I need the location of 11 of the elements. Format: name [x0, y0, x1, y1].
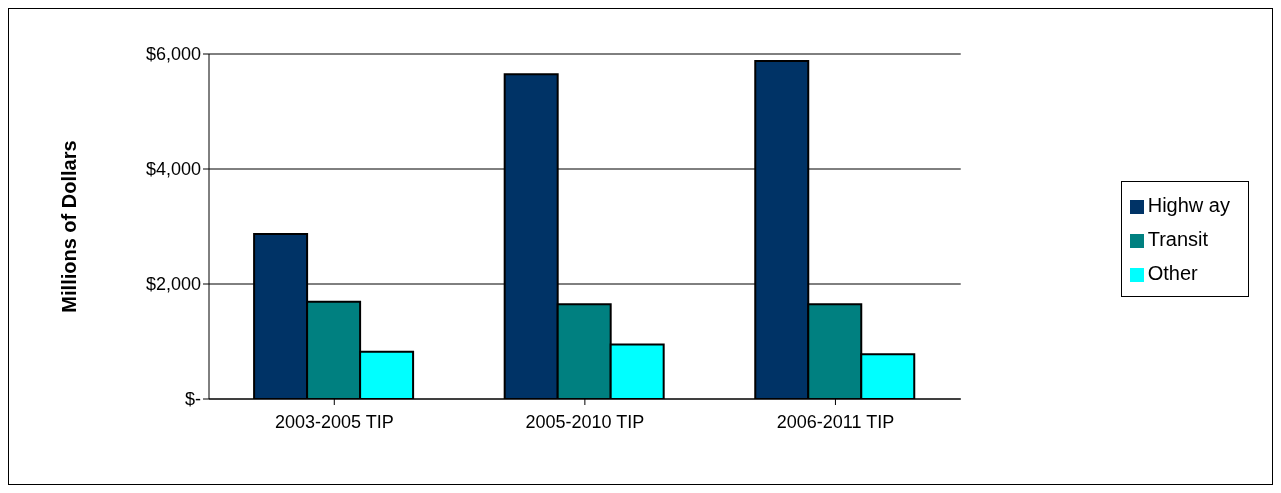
legend-label: Highw ay	[1147, 194, 1230, 216]
y-axis-title: Millions of Dollars	[58, 140, 81, 313]
x-tick-label: 2006-2011 TIP	[776, 411, 895, 432]
x-tick-label: 2003-2005 TIP	[274, 411, 394, 432]
y-tick-label: $-	[184, 389, 201, 410]
y-tick-label: $4,000	[145, 159, 201, 180]
y-tick-label: $2,000	[145, 274, 201, 295]
x-tick-label: 2005-2010 TIP	[525, 411, 645, 432]
legend-label: Transit	[1147, 228, 1209, 250]
y-tick-label: $6,000	[145, 44, 201, 65]
legend-label: Other	[1147, 262, 1198, 284]
